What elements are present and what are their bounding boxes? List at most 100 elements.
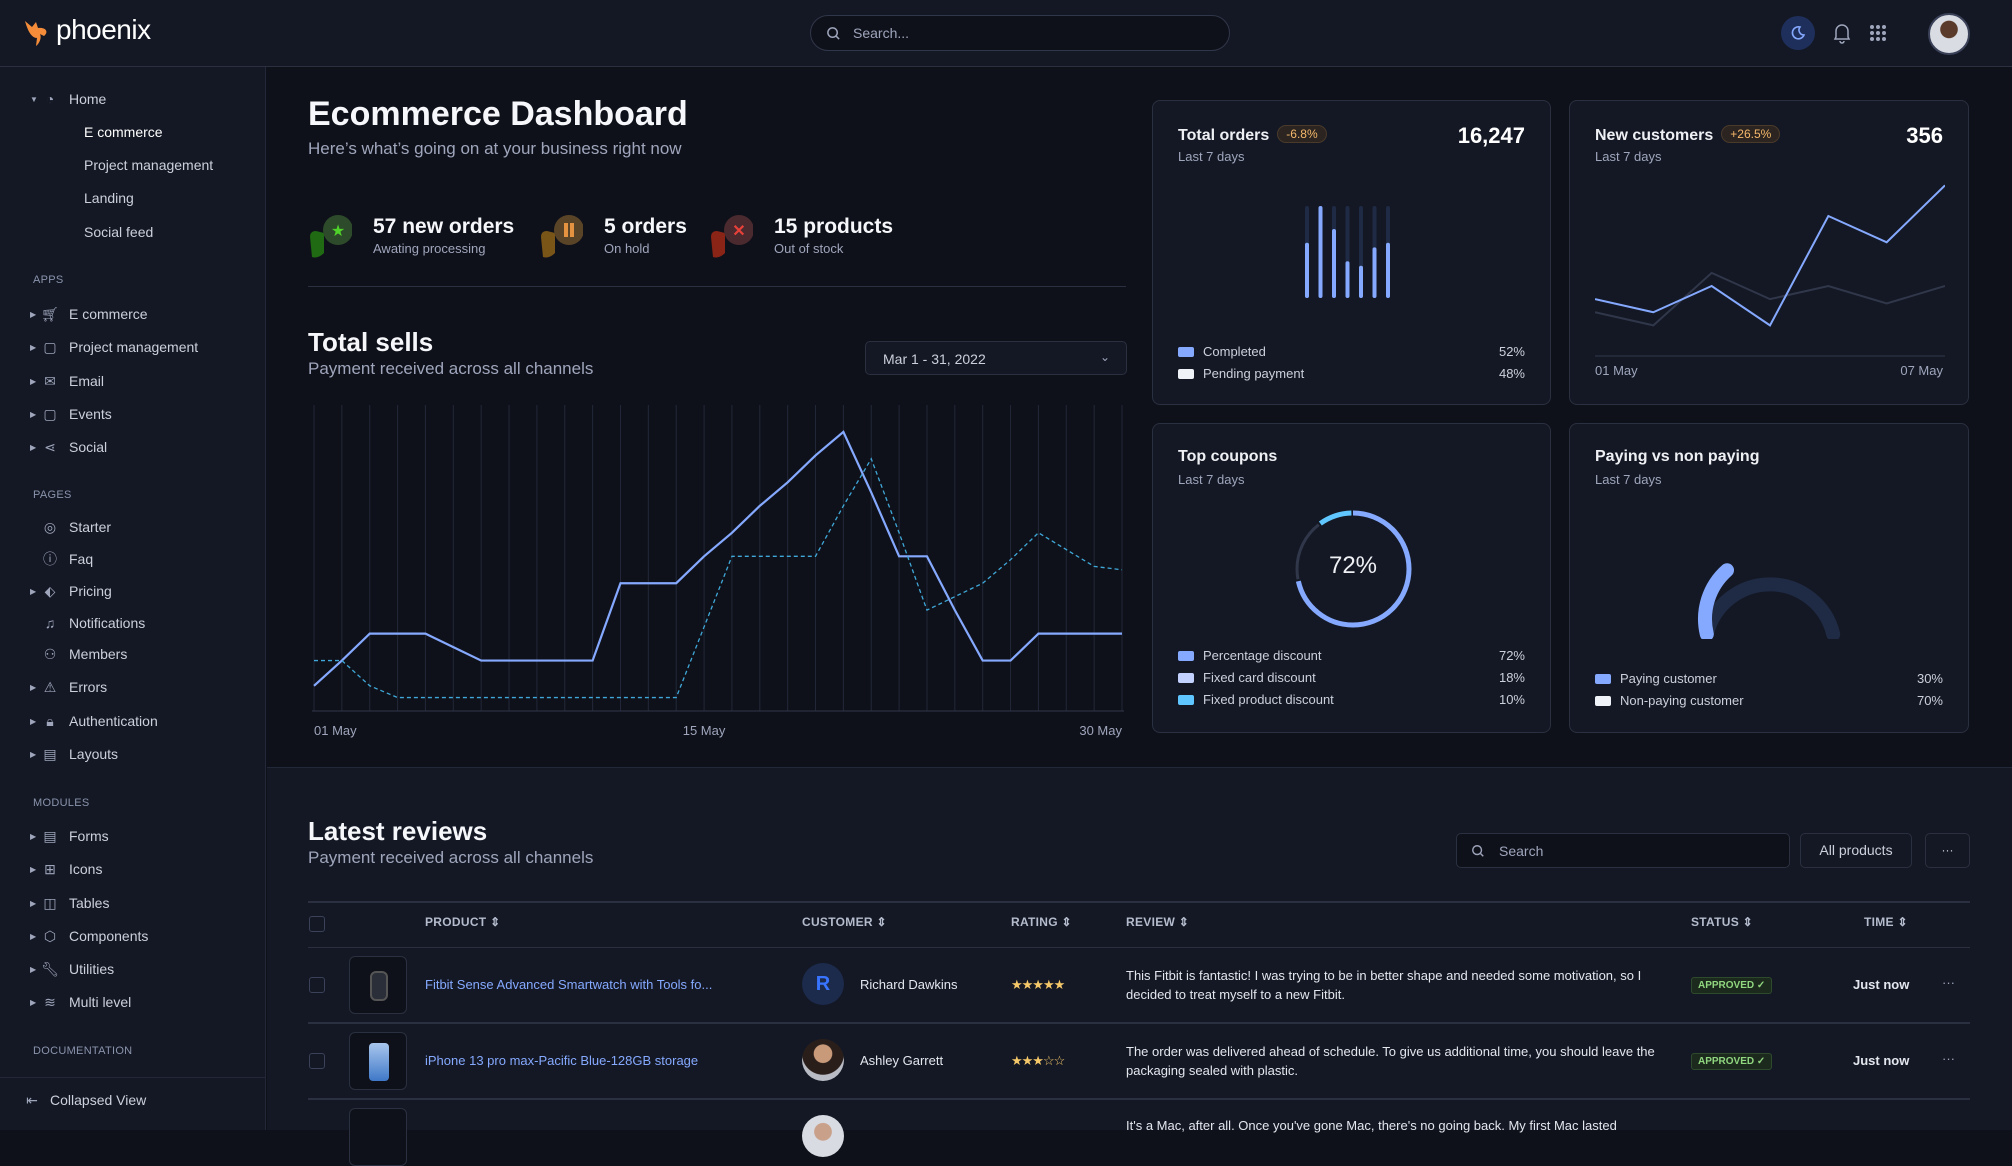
caret-right-icon: ▶	[30, 864, 37, 874]
sidebar-item-authentication[interactable]: ▶ 🔒︎ Authentication	[30, 712, 158, 730]
paying-vs-non-paying-card: Paying vs non paying Last 7 days Paying …	[1569, 423, 1969, 733]
sidebar-item-faq[interactable]: ⓘ Faq	[43, 551, 94, 567]
top-coupons-card: Top coupons Last 7 days 72% Percentage d…	[1152, 423, 1551, 733]
column-header-customer[interactable]: CUSTOMER ⇕	[802, 915, 887, 929]
donut-slice	[1295, 511, 1411, 627]
sidebar-item-apps-ecommerce[interactable]: ▶ 🛒︎ E commerce	[30, 305, 148, 323]
sidebar-item-project-management[interactable]: Project management	[84, 157, 214, 173]
sort-icon: ⇕	[1061, 915, 1072, 929]
select-all-checkbox[interactable]	[309, 916, 325, 932]
status-badge: APPROVED ✓	[1691, 977, 1773, 994]
x-tick-label: 01 May	[314, 723, 357, 738]
caret-right-icon: ▶	[30, 309, 37, 319]
product-link[interactable]: Fitbit Sense Advanced Smartwatch with To…	[425, 977, 713, 992]
smartwatch-icon	[370, 971, 388, 1001]
file-text-icon: ▤	[43, 827, 57, 844]
sidebar-item-notifications[interactable]: ♫ Notifications	[0, 609, 266, 637]
card-title: Total orders -6.8%	[1178, 125, 1327, 145]
section-title-modules: MODULES	[33, 797, 90, 809]
moon-icon	[1791, 26, 1806, 40]
top-coupons-donut-chart	[1294, 510, 1412, 628]
tool-icon: 🔧︎	[41, 960, 59, 977]
legend-item: Fixed card discount 18%	[1178, 668, 1525, 688]
sidebar-item-utilities[interactable]: ▶ 🔧︎ Utilities	[30, 960, 115, 978]
stat-label: Awating processing	[373, 241, 486, 256]
column-header-time[interactable]: TIME ⇕	[1864, 915, 1908, 929]
column-header-review[interactable]: REVIEW ⇕	[1126, 915, 1190, 929]
caret-right-icon: ▶	[30, 682, 37, 692]
bell-icon[interactable]	[1832, 22, 1852, 44]
layout-icon: ▤	[43, 745, 57, 762]
sidebar-item-events[interactable]: ▶ ▢ Events	[30, 405, 112, 423]
sidebar-item-components[interactable]: ▶ ⬡ Components	[30, 927, 149, 945]
product-image-mac[interactable]	[349, 1108, 407, 1166]
sidebar-item-layouts[interactable]: ▶ ▤ Layouts	[30, 745, 119, 763]
caret-right-icon: ▶	[30, 342, 37, 352]
date-range-select[interactable]: Mar 1 - 31, 2022 ⌄	[865, 341, 1127, 375]
column-header-rating[interactable]: RATING ⇕	[1011, 915, 1072, 929]
global-search-input[interactable]: Search...	[810, 15, 1230, 51]
customer-avatar[interactable]: R	[802, 963, 844, 1005]
total-orders-card: Total orders -6.8% Last 7 days 16,247 Com…	[1152, 100, 1551, 405]
legend-swatch	[1595, 696, 1611, 706]
card-title: New customers +26.5%	[1595, 125, 1781, 145]
sidebar-item-social[interactable]: ▶ ⋖ Social	[30, 438, 108, 456]
customer-name[interactable]: Richard Dawkins	[860, 977, 958, 992]
sells-series-solid-line	[313, 430, 1122, 687]
apps-grid-icon[interactable]	[1869, 24, 1887, 42]
column-header-status[interactable]: STATUS ⇕	[1691, 915, 1754, 929]
total-orders-value: 16,247	[1457, 123, 1525, 148]
new-customers-card: New customers +26.5% Last 7 days 356 01 M…	[1569, 100, 1969, 405]
sidebar-item-members[interactable]: ⚇ Members	[43, 645, 128, 663]
legend-item: Fixed product discount 10%	[1178, 690, 1525, 710]
column-header-product[interactable]: PRODUCT ⇕	[425, 915, 501, 929]
share-icon: ⋖	[44, 438, 56, 455]
sidebar-item-icons[interactable]: ▶ ⊞ Icons	[30, 860, 103, 878]
sidebar-item-tables[interactable]: ▶ ◫ Tables	[30, 894, 110, 912]
row-actions-button[interactable]: ···	[1942, 1051, 1955, 1066]
product-link[interactable]: iPhone 13 pro max-Pacific Blue-128GB sto…	[425, 1053, 699, 1068]
customer-avatar[interactable]	[802, 1115, 844, 1157]
row-checkbox[interactable]	[309, 977, 325, 993]
reviews-search-input[interactable]: Search	[1456, 833, 1790, 868]
sidebar-item-multi-level[interactable]: ▶ ≋ Multi level	[30, 993, 132, 1011]
customer-name[interactable]: Ashley Garrett	[860, 1053, 944, 1068]
x-tick-label: 30 May	[1079, 723, 1122, 738]
row-actions-button[interactable]: ···	[1942, 975, 1955, 990]
alert-triangle-icon: ⚠	[43, 678, 57, 695]
sidebar-item-starter[interactable]: ◎ Starter	[43, 518, 112, 536]
user-avatar[interactable]	[1928, 13, 1970, 55]
sidebar-item-landing[interactable]: Landing	[84, 190, 134, 206]
customer-avatar[interactable]	[802, 1039, 844, 1081]
legend-item: Pending payment 48%	[1178, 364, 1525, 384]
product-image-smartwatch[interactable]	[349, 956, 407, 1014]
legend-item: Non-paying customer 70%	[1595, 691, 1943, 711]
stat-value: 5 orders	[604, 215, 687, 238]
theme-toggle-button[interactable]	[1781, 16, 1815, 50]
review-text: The order was delivered ahead of schedul…	[1126, 1044, 1655, 1078]
reviews-subtitle: Payment received across all channels	[308, 848, 594, 867]
sidebar-item-ecommerce[interactable]: E commerce	[84, 124, 163, 140]
collapse-sidebar-button[interactable]: ⇤ Collapsed View	[0, 1086, 266, 1114]
sidebar-item-social-feed[interactable]: Social feed	[84, 224, 154, 240]
sidebar-item-email[interactable]: ▶ ✉ Email	[30, 372, 105, 390]
row-checkbox[interactable]	[309, 1053, 325, 1069]
sidebar-item-home[interactable]: ▼ ◔ Home	[30, 91, 107, 107]
bar	[1359, 265, 1363, 298]
sidebar-item-pricing[interactable]: ▶ ⬖ Pricing	[30, 582, 112, 600]
all-products-button[interactable]: All products	[1800, 833, 1912, 868]
review-text: It's a Mac, after all. Once you've gone …	[1126, 1118, 1617, 1133]
row-divider	[308, 1022, 1970, 1024]
sidebar-item-forms[interactable]: ▶ ▤ Forms	[30, 827, 109, 845]
card-title: Top coupons	[1178, 448, 1278, 465]
bookmark-icon: ▢	[43, 405, 57, 422]
collapse-icon: ⇤	[26, 1091, 38, 1108]
grid-icon: ⊞	[44, 860, 56, 877]
sidebar-item-apps-project-management[interactable]: ▶ ▢ Project management	[30, 338, 199, 356]
more-options-button[interactable]: ···	[1925, 833, 1970, 868]
product-image-iphone[interactable]	[349, 1032, 407, 1090]
sidebar-item-errors[interactable]: ▶ ⚠ Errors	[30, 678, 108, 696]
sort-icon: ⇕	[1742, 915, 1754, 929]
brand-name[interactable]: phoenix	[56, 14, 151, 45]
new-customers-value: 356	[1906, 123, 1943, 148]
